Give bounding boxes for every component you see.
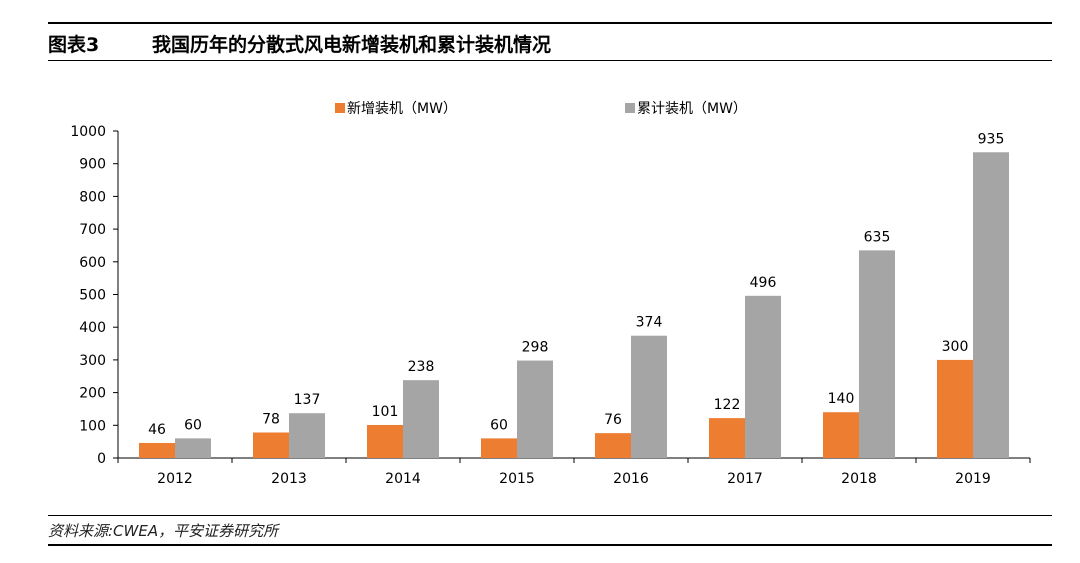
data-label-cumulative-installed: 60 — [184, 417, 202, 433]
data-label-new-installed: 46 — [148, 422, 166, 438]
x-tick-label: 2013 — [271, 471, 307, 487]
bar-cumulative-installed — [517, 360, 553, 458]
bar-cumulative-installed — [973, 152, 1009, 458]
bar-new-installed — [937, 359, 973, 458]
legend-label: 累计装机（MW） — [637, 101, 747, 117]
data-label-cumulative-installed: 238 — [408, 359, 435, 375]
legend-label: 新增装机（MW） — [347, 101, 457, 117]
bar-cumulative-installed — [859, 250, 895, 458]
data-label-new-installed: 60 — [490, 417, 508, 433]
y-tick-label: 500 — [79, 288, 106, 304]
y-tick-label: 100 — [79, 418, 106, 434]
bar-new-installed — [595, 433, 631, 458]
y-tick-label: 900 — [79, 157, 106, 173]
legend-swatch — [335, 103, 345, 113]
data-label-new-installed: 300 — [942, 339, 969, 355]
x-tick-label: 2014 — [385, 471, 421, 487]
x-tick-label: 2012 — [157, 471, 193, 487]
data-label-cumulative-installed: 635 — [864, 229, 891, 245]
x-tick-label: 2015 — [499, 471, 535, 487]
data-label-new-installed: 76 — [604, 412, 622, 428]
x-tick-label: 2019 — [955, 471, 991, 487]
y-tick-label: 300 — [79, 353, 106, 369]
y-tick-label: 1000 — [70, 124, 106, 140]
x-tick-label: 2017 — [727, 471, 763, 487]
data-label-cumulative-installed: 496 — [750, 275, 777, 291]
bar-new-installed — [139, 442, 175, 458]
bar-cumulative-installed — [175, 438, 211, 458]
data-label-new-installed: 122 — [714, 397, 741, 413]
legend-swatch — [625, 103, 635, 113]
y-tick-label: 400 — [79, 320, 106, 336]
figure-header: 图表3 我国历年的分散式风电新增装机和累计装机情况 — [48, 22, 1052, 61]
figure-title: 我国历年的分散式风电新增装机和累计装机情况 — [152, 34, 552, 56]
y-tick-label: 200 — [79, 386, 106, 402]
data-label-cumulative-installed: 374 — [636, 315, 663, 331]
data-label-cumulative-installed: 298 — [522, 340, 549, 356]
data-label-cumulative-installed: 137 — [294, 392, 321, 408]
x-tick-label: 2018 — [841, 471, 877, 487]
bar-new-installed — [709, 418, 745, 458]
bar-cumulative-installed — [289, 413, 325, 458]
data-label-new-installed: 78 — [262, 411, 280, 427]
y-tick-label: 0 — [97, 451, 106, 467]
data-label-new-installed: 101 — [372, 404, 399, 420]
bar-new-installed — [253, 432, 289, 458]
source-note: 资料来源:CWEA，平安证券研究所 — [48, 522, 279, 540]
data-label-new-installed: 140 — [828, 391, 855, 407]
bar-new-installed — [823, 412, 859, 458]
figure-footer: 资料来源:CWEA，平安证券研究所 — [48, 515, 1052, 546]
figure-label: 图表3 — [48, 34, 100, 56]
y-tick-label: 600 — [79, 255, 106, 271]
bar-new-installed — [367, 424, 403, 458]
bar-cumulative-installed — [631, 335, 667, 458]
x-tick-label: 2016 — [613, 471, 649, 487]
data-label-cumulative-installed: 935 — [978, 131, 1005, 147]
y-tick-label: 800 — [79, 189, 106, 205]
bar-cumulative-installed — [745, 295, 781, 458]
y-tick-label: 700 — [79, 222, 106, 238]
bar-cumulative-installed — [403, 380, 439, 458]
bar-new-installed — [481, 438, 517, 458]
